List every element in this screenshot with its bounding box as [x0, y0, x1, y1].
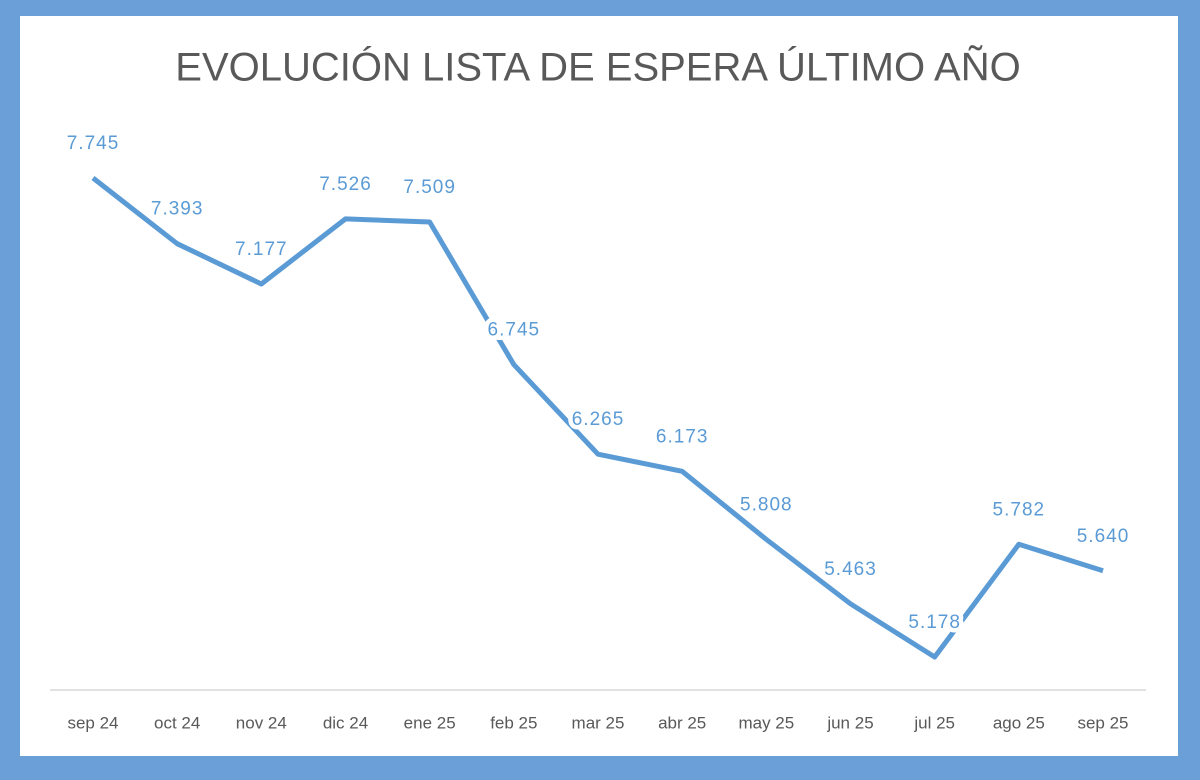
data-label: 7.509 — [403, 177, 456, 198]
data-label: 5.178 — [908, 612, 961, 633]
data-label: 7.745 — [67, 133, 120, 154]
data-label: 6.265 — [572, 409, 625, 430]
x-tick-label: oct 24 — [154, 713, 200, 732]
data-label: 5.640 — [1077, 526, 1130, 547]
x-tick-label: sep 25 — [1077, 713, 1128, 732]
x-tick-label: ene 25 — [404, 713, 456, 732]
data-label: 6.745 — [488, 320, 541, 341]
data-label: 7.526 — [319, 174, 372, 195]
x-tick-label: may 25 — [738, 713, 794, 732]
x-tick-label: feb 25 — [490, 713, 537, 732]
x-tick-label: jul 25 — [913, 713, 955, 732]
x-tick-label: jun 25 — [826, 713, 873, 732]
x-tick-label: sep 24 — [67, 713, 118, 732]
data-label: 7.393 — [151, 199, 204, 220]
data-line — [91, 176, 1104, 660]
data-label: 5.808 — [740, 494, 793, 515]
data-label: 5.782 — [993, 499, 1046, 520]
chart-title: EVOLUCIÓN LISTA DE ESPERA ÚLTIMO AÑO — [175, 45, 1020, 90]
data-label: 5.463 — [824, 559, 877, 580]
x-tick-label: dic 24 — [323, 713, 368, 732]
data-label: 6.173 — [656, 426, 709, 447]
x-tick-label: ago 25 — [993, 713, 1045, 732]
chart-frame — [20, 16, 1178, 756]
x-tick-label: mar 25 — [572, 713, 625, 732]
x-tick-label: abr 25 — [658, 713, 706, 732]
x-tick-label: nov 24 — [236, 713, 287, 732]
data-label: 7.177 — [235, 239, 288, 260]
